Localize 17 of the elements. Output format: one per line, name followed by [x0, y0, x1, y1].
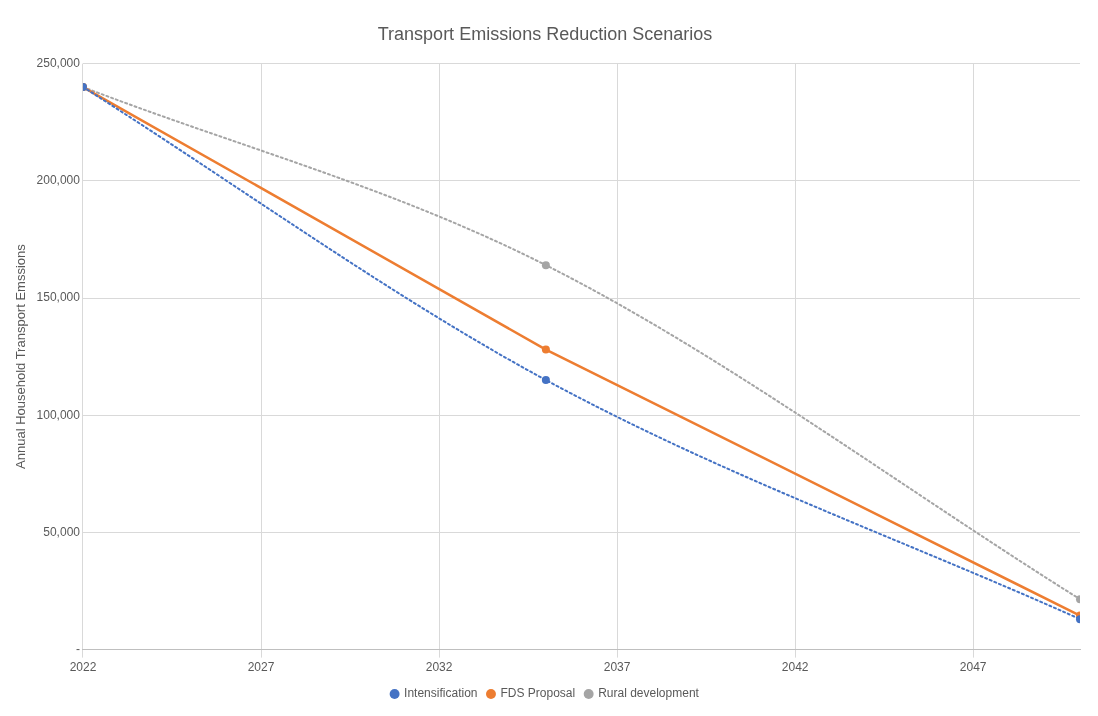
y-tick-label: 50,000 — [43, 524, 81, 539]
x-tick-label: 2047 — [959, 660, 987, 675]
x-tick-label: 2022 — [69, 660, 97, 675]
y-tick-label: 100,000 — [36, 407, 81, 422]
y-tick-label: 150,000 — [36, 290, 81, 305]
y-tick-label: 250,000 — [36, 55, 81, 70]
x-tick-label: 2027 — [247, 660, 275, 675]
chart-title: Transport Emissions Reduction Scenarios — [377, 23, 713, 44]
x-tick-label: 2032 — [425, 660, 453, 675]
y-tick-label: - — [75, 641, 80, 656]
legend-label: Rural development — [598, 686, 700, 701]
y-axis-title: Annual Household Transport Emssions — [13, 243, 29, 469]
y-tick-label: 200,000 — [36, 173, 81, 188]
legend-label: FDS Proposal — [500, 686, 576, 701]
legend-label: Intensification — [404, 686, 478, 701]
x-tick-label: 2037 — [603, 660, 631, 675]
x-tick-label: 2042 — [781, 660, 809, 675]
